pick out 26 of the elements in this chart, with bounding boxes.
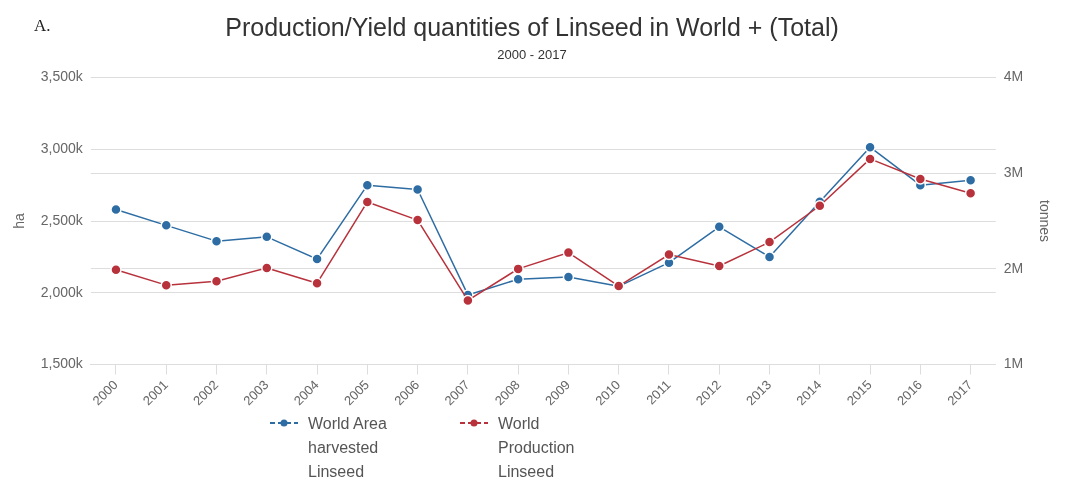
y-tick-label: 2,000k xyxy=(40,283,84,300)
y-tick-label: 1,500k xyxy=(40,355,84,372)
chart-subtitle: 2000 - 2017 xyxy=(497,47,567,63)
point xyxy=(914,173,927,185)
point xyxy=(311,253,323,265)
point xyxy=(713,260,725,272)
y-axis-title: ha xyxy=(11,213,28,229)
chart-title: Production/Yield quantities of Linseed in World + (Total) xyxy=(225,12,839,41)
y2-tick-label: 3M xyxy=(1003,164,1024,181)
y2-tick-label: 4M xyxy=(1003,68,1024,85)
y2-axis-title: tonnes xyxy=(1036,200,1053,243)
point xyxy=(261,262,273,274)
y2-tick-label: 1M xyxy=(1003,355,1024,372)
point xyxy=(311,277,323,289)
text: A. xyxy=(34,15,51,35)
y-tick-label: 3,500k xyxy=(40,68,84,85)
legend-label: World Production Linseed xyxy=(498,414,576,482)
legend-label: World Area harvested Linseed xyxy=(308,414,388,482)
point xyxy=(864,153,876,165)
y2-tick-label: 2M xyxy=(1003,259,1024,276)
point xyxy=(763,236,776,248)
point xyxy=(562,271,575,283)
y-tick-label: 2,500k xyxy=(40,211,84,228)
y-tick-label: 3,000k xyxy=(40,140,84,157)
point xyxy=(411,214,424,226)
point xyxy=(512,263,524,275)
